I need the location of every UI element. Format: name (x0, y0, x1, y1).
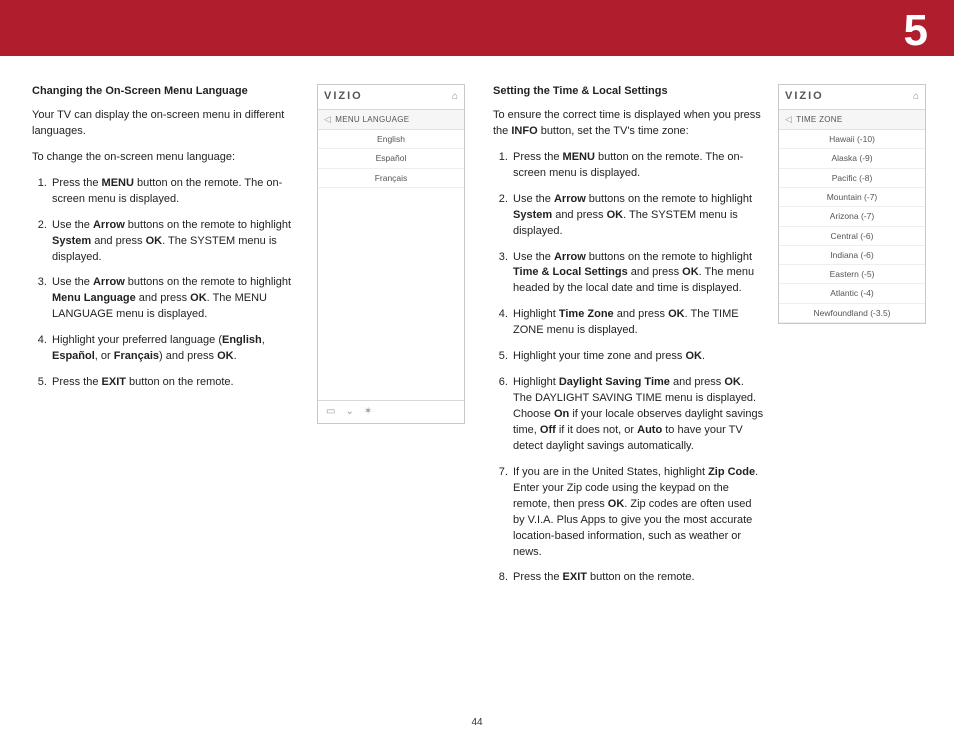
right-intro: To ensure the correct time is displayed … (493, 108, 764, 140)
step: Highlight Time Zone and press OK. The TI… (511, 307, 761, 339)
step: Use the Arrow buttons on the remote to h… (511, 250, 761, 298)
osd-row: Newfoundland (-3.5) (779, 304, 925, 323)
step: Press the MENU button on the remote. The… (511, 150, 761, 182)
osd-row: Hawaii (-10) (779, 130, 925, 149)
chapter-bar: 5 (0, 0, 954, 56)
chapter-number: 5 (904, 6, 928, 56)
chevron-left-icon: ◁ (324, 113, 331, 126)
wide-icon: ▭ (326, 405, 335, 420)
step: Press the MENU button on the remote. The… (50, 176, 303, 208)
osd-title: MENU LANGUAGE (335, 114, 409, 126)
osd-row: Pacific (-8) (779, 169, 925, 188)
osd-panel: VIZIO ⌂ ◁ TIME ZONE Hawaii (-10) Alaska … (778, 84, 926, 324)
left-intro-1: Your TV can display the on-screen menu i… (32, 108, 303, 140)
page-number: 44 (471, 717, 482, 728)
step: Highlight your preferred language (Engli… (50, 333, 303, 365)
left-text: Changing the On-Screen Menu Language You… (32, 84, 303, 728)
osd-row: Central (-6) (779, 227, 925, 246)
right-osd: VIZIO ⌂ ◁ TIME ZONE Hawaii (-10) Alaska … (778, 84, 926, 728)
right-steps: Press the MENU button on the remote. The… (493, 150, 764, 587)
osd-row: Atlantic (-4) (779, 284, 925, 303)
right-text: Setting the Time & Local Settings To ens… (493, 84, 764, 728)
step: If you are in the United States, highlig… (511, 465, 764, 561)
osd-row: Français (318, 169, 464, 188)
osd-row: Eastern (-5) (779, 265, 925, 284)
osd-panel: VIZIO ⌂ ◁ MENU LANGUAGE English Español … (317, 84, 465, 424)
osd-row: Alaska (-9) (779, 149, 925, 168)
osd-header: VIZIO ⌂ (318, 85, 464, 110)
step: Use the Arrow buttons on the remote to h… (50, 275, 303, 323)
left-heading: Changing the On-Screen Menu Language (32, 84, 303, 100)
osd-title: TIME ZONE (796, 114, 842, 126)
osd-title-row: ◁ MENU LANGUAGE (318, 110, 464, 130)
home-icon: ⌂ (913, 90, 919, 105)
chevron-left-icon: ◁ (785, 113, 792, 126)
step: Highlight Daylight Saving Time and press… (511, 375, 764, 455)
step: Use the Arrow buttons on the remote to h… (50, 218, 303, 266)
osd-title-row: ◁ TIME ZONE (779, 110, 925, 130)
chevron-down-icon: ⌄ (345, 405, 353, 420)
osd-row: Arizona (-7) (779, 207, 925, 226)
osd-row: English (318, 130, 464, 149)
left-steps: Press the MENU button on the remote. The… (32, 176, 303, 391)
right-heading: Setting the Time & Local Settings (493, 84, 764, 100)
left-osd: VIZIO ⌂ ◁ MENU LANGUAGE English Español … (317, 84, 465, 728)
left-column: Changing the On-Screen Menu Language You… (32, 84, 465, 728)
home-icon: ⌂ (452, 90, 458, 105)
osd-row: Mountain (-7) (779, 188, 925, 207)
osd-header: VIZIO ⌂ (779, 85, 925, 110)
step: Press the EXIT button on the remote. (50, 375, 303, 391)
left-intro-2: To change the on-screen menu language: (32, 150, 303, 166)
osd-footer: ▭ ⌄ ✶ (318, 400, 464, 424)
vizio-logo: VIZIO (785, 89, 824, 105)
osd-row: Indiana (-6) (779, 246, 925, 265)
vizio-logo: VIZIO (324, 89, 363, 105)
page-body: Changing the On-Screen Menu Language You… (0, 56, 954, 738)
osd-row: Español (318, 149, 464, 168)
right-column: Setting the Time & Local Settings To ens… (493, 84, 926, 728)
step: Press the EXIT button on the remote. (511, 570, 764, 586)
step: Use the Arrow buttons on the remote to h… (511, 192, 761, 240)
step: Highlight your time zone and press OK. (511, 349, 764, 365)
settings-icon: ✶ (364, 405, 372, 420)
